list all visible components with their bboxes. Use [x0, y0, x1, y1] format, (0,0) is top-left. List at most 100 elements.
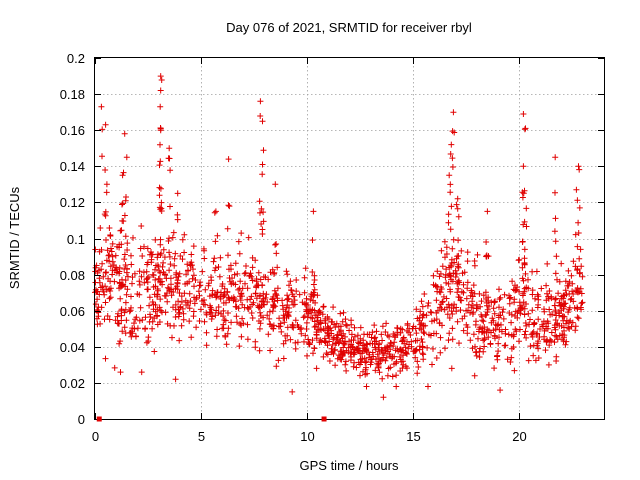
data-point: [225, 310, 231, 316]
data-point: [288, 298, 295, 305]
data-point: [119, 172, 126, 179]
data-point: [434, 307, 441, 314]
data-point: [340, 344, 347, 351]
data-point: [303, 295, 310, 302]
y-tick-label: 0.02: [60, 376, 85, 391]
data-point: [460, 327, 467, 334]
data-point: [403, 351, 410, 357]
data-point: [522, 125, 529, 132]
data-point: [283, 314, 290, 321]
data-point: [579, 273, 586, 280]
data-point: [497, 312, 504, 319]
data-point: [136, 268, 143, 275]
data-point: [218, 289, 224, 296]
data-point: [298, 325, 305, 331]
data-point: [149, 325, 156, 332]
data-point: [430, 272, 437, 279]
data-point: [144, 286, 151, 293]
data-point: [223, 341, 230, 348]
data-point: [266, 315, 273, 322]
data-point: [252, 344, 259, 351]
data-point: [389, 373, 396, 380]
data-point: [301, 289, 308, 296]
y-tick-label: 0: [78, 412, 85, 427]
data-point: [103, 269, 110, 276]
data-point: [280, 355, 287, 362]
data-point: [363, 383, 370, 390]
data-point: [350, 337, 357, 344]
data-point: [488, 299, 495, 306]
data-point: [312, 323, 319, 330]
data-point: [314, 326, 321, 333]
data-point: [558, 307, 565, 314]
data-point: [437, 349, 444, 356]
data-point: [448, 276, 455, 283]
data-point: [522, 328, 529, 335]
data-point: [150, 301, 157, 308]
data-point: [143, 276, 150, 283]
data-point: [540, 323, 547, 330]
data-point: [121, 251, 128, 258]
data-point: [121, 309, 128, 316]
data-point: [175, 311, 182, 317]
data-point: [562, 287, 569, 294]
data-point: [447, 288, 454, 295]
data-point: [366, 331, 373, 338]
data-point: [420, 329, 427, 336]
data-point: [102, 167, 109, 173]
data-point: [131, 320, 137, 327]
data-point: [103, 257, 110, 264]
data-point: [260, 209, 267, 216]
data-point: [119, 201, 125, 208]
data-point: [227, 262, 234, 269]
data-point: [118, 227, 125, 234]
data-point: [480, 337, 487, 344]
data-point: [433, 330, 440, 337]
data-point: [316, 339, 323, 346]
data-point: [286, 282, 292, 289]
data-point: [491, 365, 498, 372]
data-point: [565, 267, 572, 274]
zero-marker: [96, 416, 102, 422]
data-point: [217, 254, 224, 261]
data-point: [122, 299, 129, 306]
data-point: [534, 340, 541, 347]
data-point: [258, 205, 265, 212]
data-point: [529, 307, 536, 314]
data-point: [259, 118, 266, 125]
data-point: [313, 335, 320, 342]
data-point: [163, 275, 170, 282]
data-point: [266, 321, 273, 327]
data-point: [120, 169, 127, 176]
data-point: [167, 167, 174, 174]
data-point: [449, 245, 456, 252]
data-point: [552, 215, 559, 222]
data-point: [214, 326, 221, 333]
data-point: [575, 315, 582, 322]
data-point: [154, 254, 161, 261]
data-point: [492, 333, 498, 340]
data-point: [160, 246, 167, 253]
data-point: [346, 327, 353, 334]
data-point: [157, 103, 164, 110]
data-point: [143, 268, 150, 275]
data-point: [143, 339, 150, 346]
data-point: [520, 221, 527, 228]
data-point: [122, 262, 129, 268]
data-point: [257, 320, 264, 327]
data-point: [496, 286, 502, 293]
data-point: [394, 329, 401, 336]
data-point: [162, 293, 169, 299]
data-point: [481, 336, 488, 343]
data-point: [322, 339, 329, 346]
data-point: [463, 321, 470, 328]
data-point: [372, 334, 379, 341]
data-point: [520, 277, 527, 284]
data-point: [139, 253, 146, 259]
data-point: [399, 338, 406, 345]
data-point: [449, 155, 456, 162]
data-point: [282, 337, 289, 344]
data-point: [337, 337, 344, 344]
data-point: [193, 324, 200, 331]
data-point: [562, 341, 569, 348]
